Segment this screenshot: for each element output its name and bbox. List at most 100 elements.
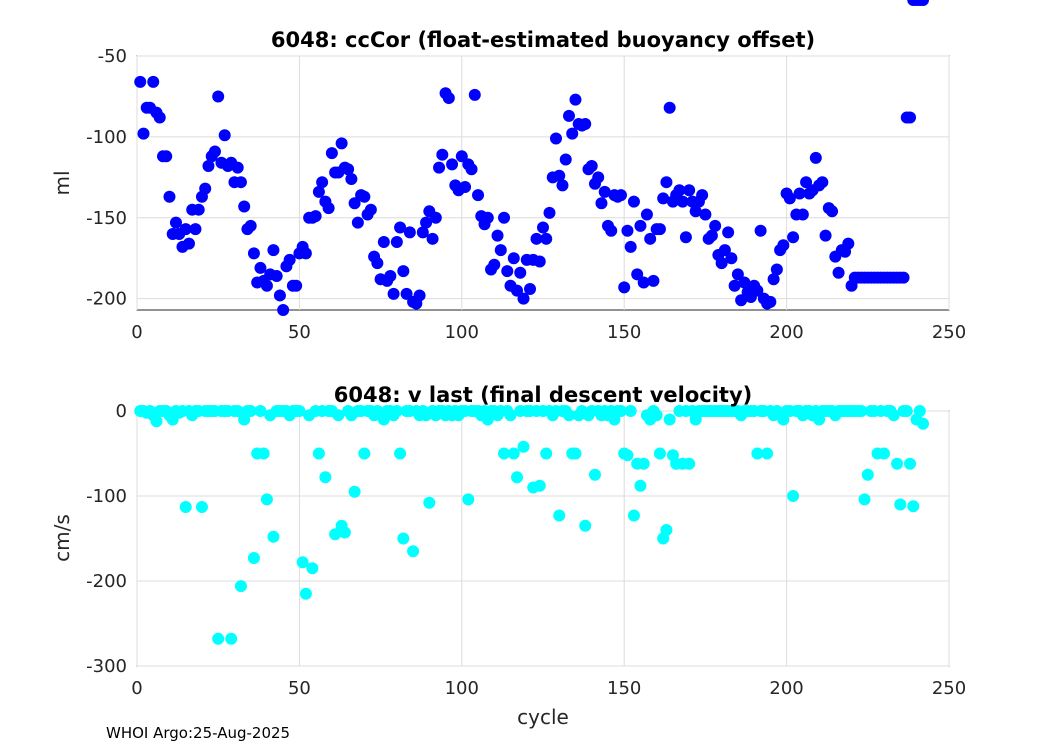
bottom-series-points <box>134 405 930 645</box>
data-point <box>767 273 780 286</box>
data-point <box>878 447 891 460</box>
data-point <box>715 257 728 270</box>
data-point <box>163 190 176 203</box>
data-point <box>231 405 244 417</box>
data-point <box>787 490 800 502</box>
data-point <box>826 205 839 218</box>
data-point <box>254 405 267 417</box>
data-point <box>621 449 634 462</box>
data-point <box>904 111 917 124</box>
data-point <box>426 232 439 245</box>
y-tick-label: -200 <box>86 289 127 310</box>
data-point <box>624 240 637 253</box>
data-point <box>751 447 764 460</box>
data-point <box>614 189 627 202</box>
bottom-tick-labels: 0 50 100 150 200 250 0 -100 -200 -300 <box>86 401 966 699</box>
data-point <box>917 417 930 430</box>
y-tick-label: -150 <box>86 208 127 229</box>
x-tick-label: 200 <box>769 678 803 699</box>
bottom-chart-title: 6048: v last (final descent velocity) <box>334 383 752 407</box>
data-point <box>569 93 582 106</box>
x-tick-label: 0 <box>131 678 142 699</box>
data-point <box>507 447 520 460</box>
data-point <box>728 279 741 292</box>
data-point <box>842 237 855 250</box>
data-point <box>663 101 676 114</box>
data-point <box>777 239 790 252</box>
data-point <box>377 236 390 249</box>
data-point <box>709 219 722 232</box>
y-tick-label: -50 <box>98 46 127 67</box>
data-point <box>416 226 429 239</box>
data-point <box>147 75 160 88</box>
data-point <box>329 528 342 541</box>
data-point <box>530 232 543 245</box>
data-point <box>598 185 611 198</box>
data-point <box>247 247 260 260</box>
data-point <box>319 471 332 484</box>
data-point <box>592 171 605 184</box>
data-point <box>511 471 524 484</box>
data-point <box>231 161 244 174</box>
data-point <box>225 632 238 645</box>
data-point <box>364 203 377 216</box>
data-point <box>312 447 325 460</box>
data-point <box>569 447 582 460</box>
data-point <box>537 221 549 234</box>
data-point <box>894 498 907 511</box>
data-point <box>627 195 640 208</box>
data-point <box>179 501 192 514</box>
data-point <box>481 211 494 224</box>
data-point <box>514 266 527 279</box>
data-point <box>277 304 290 316</box>
data-point <box>462 493 475 506</box>
data-point <box>683 457 696 470</box>
data-point <box>796 208 809 221</box>
data-point <box>634 219 647 232</box>
y-tick-label: -200 <box>86 571 127 592</box>
data-point <box>342 163 355 176</box>
data-point <box>384 270 397 283</box>
data-point <box>309 210 322 223</box>
data-point <box>579 519 592 532</box>
x-tick-label: 50 <box>288 678 311 699</box>
data-point <box>553 509 566 522</box>
data-point <box>913 405 926 417</box>
x-tick-label: 150 <box>607 678 641 699</box>
data-point <box>413 289 426 302</box>
data-point <box>816 176 829 189</box>
data-point <box>566 127 579 140</box>
x-tick-label: 0 <box>131 322 142 343</box>
data-point <box>247 552 260 565</box>
data-point <box>299 587 312 600</box>
data-point <box>202 160 215 173</box>
data-point <box>605 224 618 237</box>
data-point <box>169 216 182 229</box>
x-tick-label: 250 <box>932 678 966 699</box>
bottom-axes: 0 50 100 150 200 250 0 -100 -200 -300 6048: v las… <box>50 383 966 729</box>
data-point <box>433 161 446 174</box>
data-point <box>644 232 657 245</box>
data-point <box>212 632 225 645</box>
data-point <box>273 289 286 302</box>
data-point <box>283 253 296 266</box>
data-point <box>683 184 696 197</box>
data-point <box>316 176 329 189</box>
data-point <box>858 493 871 506</box>
y-tick-label: -100 <box>86 127 127 148</box>
data-point <box>524 282 537 295</box>
y-tick-label: -300 <box>86 656 127 677</box>
bottom-x-axis-label: cycle <box>517 705 569 729</box>
data-point <box>446 158 459 171</box>
data-point <box>267 244 280 257</box>
data-point <box>793 187 806 200</box>
data-point <box>153 111 166 124</box>
data-point <box>640 208 653 221</box>
data-point <box>631 268 644 281</box>
data-point <box>559 153 572 166</box>
data-point <box>325 147 338 160</box>
data-point <box>423 496 436 509</box>
data-point <box>751 284 764 297</box>
data-point <box>137 127 150 140</box>
top-tick-labels: 0 50 100 150 200 250 -50 -100 -150 -200 <box>86 46 966 343</box>
